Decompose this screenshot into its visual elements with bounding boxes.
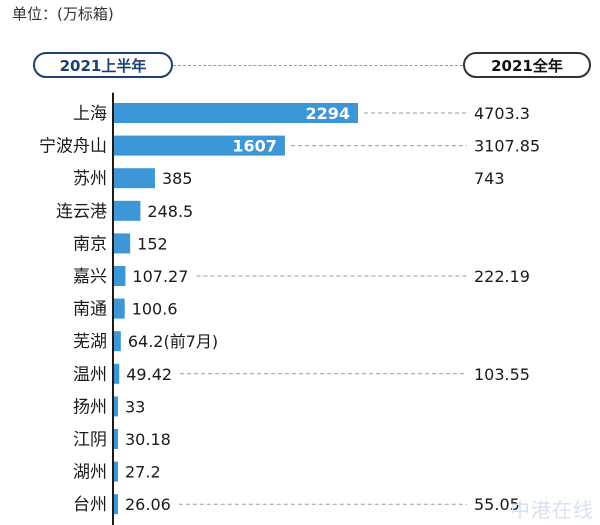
- bar: [114, 103, 358, 123]
- category-label: 宁波舟山: [39, 137, 107, 157]
- bar: [114, 429, 118, 449]
- value-label: 26.06: [125, 495, 171, 514]
- value-label: 100.6: [132, 300, 178, 319]
- unit-label: 单位：(万标箱): [12, 5, 114, 23]
- value-label: 2294: [305, 104, 350, 123]
- value-label: 248.5: [147, 202, 193, 221]
- full-year-label: 55.05: [474, 495, 520, 514]
- full-year-label: 222.19: [474, 267, 530, 286]
- bar: [114, 266, 126, 286]
- value-label: 49.42: [126, 365, 172, 384]
- category-label: 扬州: [73, 397, 107, 417]
- category-label: 上海: [73, 104, 107, 124]
- category-label: 江阴: [73, 430, 107, 450]
- value-label: 1607: [232, 137, 277, 156]
- bar: [114, 331, 121, 352]
- bar: [114, 396, 118, 417]
- full-year-label: 743: [474, 169, 505, 188]
- full-year-2021-pill: 2021全年: [463, 52, 591, 78]
- value-label: 385: [162, 169, 193, 188]
- category-label: 湖州: [73, 463, 107, 483]
- value-label: 27.2: [125, 463, 161, 482]
- bar: [114, 461, 118, 482]
- bar: [114, 168, 155, 189]
- category-label: 苏州: [73, 169, 107, 189]
- category-label: 南通: [73, 300, 107, 320]
- header-dashed-line: [173, 65, 463, 66]
- value-label: 107.27: [132, 267, 188, 286]
- bar: [114, 135, 285, 156]
- full-year-label: 3107.85: [474, 137, 540, 156]
- watermark: 中港在线: [510, 498, 594, 522]
- full-year-label: 103.55: [474, 365, 530, 384]
- category-label: 温州: [73, 365, 107, 385]
- full-year-label: 4703.3: [474, 104, 530, 123]
- category-label: 嘉兴: [73, 267, 107, 287]
- value-label: 64.2(前7月): [128, 332, 218, 351]
- h1-2021-pill: 2021上半年: [33, 52, 173, 78]
- category-label: 连云港: [56, 202, 107, 222]
- category-label: 芜湖: [73, 332, 107, 352]
- bar: [114, 233, 131, 254]
- bar: [114, 363, 120, 384]
- category-label: 台州: [73, 495, 107, 515]
- value-label: 30.18: [125, 430, 171, 449]
- value-label: 33: [125, 397, 145, 416]
- category-label: 南京: [73, 234, 107, 254]
- bar: [114, 494, 118, 515]
- value-label: 152: [137, 234, 168, 253]
- bar: [114, 200, 141, 221]
- bar: [114, 298, 125, 319]
